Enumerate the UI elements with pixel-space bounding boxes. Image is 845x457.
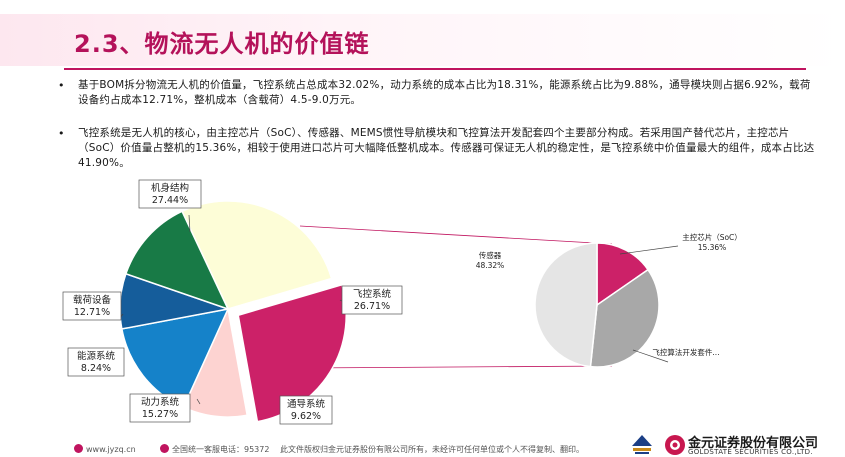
slice-value: 26.71% bbox=[354, 301, 390, 312]
label-box bbox=[129, 393, 191, 423]
slice-value: 9.62% bbox=[291, 411, 321, 422]
pie-label: 飞控算法开发套件... bbox=[632, 347, 720, 363]
footer-copyright: 此文件版权归金元证券股份有限公司所有，未经许可任何单位或个人不得复制、翻印。 bbox=[280, 445, 584, 454]
slice-label: 能源系统 bbox=[77, 350, 116, 362]
connector-line-bottom bbox=[299, 365, 613, 369]
bullet-list: • 基于BOM拆分物流无人机的价值量，飞控系统占总成本32.02%，动力系统的成… bbox=[58, 78, 818, 189]
label-box bbox=[279, 395, 333, 425]
slice-value: 27.44% bbox=[152, 195, 188, 206]
title-underline bbox=[64, 68, 806, 70]
pie-slice bbox=[534, 242, 598, 368]
label-box bbox=[62, 291, 122, 321]
leader-line bbox=[188, 214, 191, 233]
company-name: 金元证券股份有限公司 bbox=[688, 436, 819, 451]
leader-line bbox=[632, 349, 669, 363]
leader-line bbox=[619, 245, 679, 255]
slice-value: 15.27% bbox=[142, 409, 178, 420]
label-box bbox=[341, 285, 403, 315]
pie-label: 主控芯片（SoC）15.36% bbox=[619, 232, 742, 255]
bullet-text: 基于BOM拆分物流无人机的价值量，飞控系统占总成本32.02%，动力系统的成本占… bbox=[78, 79, 811, 106]
bullet-item: • 飞控系统是无人机的核心，由主控芯片（SoC）、传感器、MEMS惯性导航模块和… bbox=[58, 126, 818, 171]
slice-label: 机身结构 bbox=[151, 182, 189, 194]
group-emblem-icon bbox=[632, 435, 652, 454]
slice-label: 主控芯片（SoC） bbox=[682, 232, 742, 242]
slice-label: 动力系统 bbox=[141, 396, 180, 408]
footer: www.jyzq.cn 全国统一客服电话：95372 此文件版权归金元证券股份有… bbox=[0, 432, 845, 457]
slice-value: 12.71% bbox=[74, 307, 110, 318]
slice-value: 15.36% bbox=[698, 243, 727, 252]
title-background bbox=[0, 14, 845, 66]
slice-value: 48.32% bbox=[476, 261, 505, 270]
connector-line-top bbox=[299, 225, 613, 245]
bullet-dot-icon: • bbox=[58, 79, 65, 92]
goldstate-logo-icon bbox=[665, 435, 685, 455]
page-title: 2.3、物流无人机的价值链 bbox=[74, 30, 370, 58]
title-bar: 2.3、物流无人机的价值链 bbox=[0, 14, 845, 70]
company-logo: 金元证券股份有限公司 GOLDSTATE SECURITIES CO.,LTD. bbox=[628, 432, 838, 457]
pie-slice bbox=[589, 268, 660, 368]
main-pie bbox=[119, 200, 347, 423]
leader-line bbox=[196, 398, 201, 405]
slice-label: 飞控算法开发套件... bbox=[652, 347, 719, 357]
phone-icon bbox=[160, 444, 169, 453]
footer-hotline: 全国统一客服电话：95372 bbox=[160, 444, 269, 455]
slice-value: 8.24% bbox=[81, 363, 111, 374]
bullet-item: • 基于BOM拆分物流无人机的价值量，飞控系统占总成本32.02%，动力系统的成… bbox=[58, 78, 818, 108]
company-name-en: GOLDSTATE SECURITIES CO.,LTD. bbox=[688, 448, 813, 456]
label-box bbox=[67, 347, 125, 377]
slice-label: 通导系统 bbox=[287, 398, 326, 410]
pie-slice bbox=[596, 242, 650, 307]
bullet-dot-icon: • bbox=[58, 127, 65, 140]
globe-icon bbox=[74, 444, 83, 453]
pie-labels: 机身结构27.44%飞控系统26.71%通导系统9.62%动力系统15.27%能… bbox=[62, 179, 742, 425]
label-box bbox=[138, 179, 202, 209]
pie-slice bbox=[124, 210, 230, 311]
slice-label: 载荷设备 bbox=[73, 294, 112, 306]
slice-label: 传感器 bbox=[479, 250, 502, 260]
footer-website[interactable]: www.jyzq.cn bbox=[74, 444, 136, 454]
value-chain-pie-charts: 机身结构27.44%飞控系统26.71%通导系统9.62%动力系统15.27%能… bbox=[62, 179, 742, 425]
sub-pie bbox=[534, 242, 660, 368]
slice-label: 飞控系统 bbox=[353, 288, 392, 300]
bullet-text: 飞控系统是无人机的核心，由主控芯片（SoC）、传感器、MEMS惯性导航模块和飞控… bbox=[78, 127, 815, 169]
